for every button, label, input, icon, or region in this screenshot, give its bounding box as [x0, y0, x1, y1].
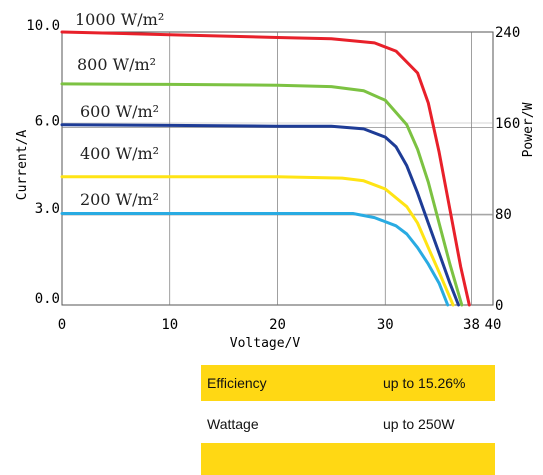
x-tick-label: 20: [269, 317, 286, 333]
x-tick-label: 10: [161, 317, 178, 333]
x-tick-label: 40: [485, 317, 502, 333]
y2-tick-label: 160: [495, 116, 520, 132]
spec-value: up to 250W: [383, 416, 455, 432]
series-lines: [60, 30, 471, 307]
y-tick-label: 3.0: [35, 201, 60, 217]
series-label: 1000 W/m²: [75, 10, 164, 29]
tick-labels: 0 10 20 30 38 40 0.0 3.0 6.0 10.0 0 80 160 240: [26, 18, 520, 333]
spec-key: Wattage: [207, 416, 259, 432]
series-line: [60, 82, 464, 307]
spec-row: [201, 443, 495, 475]
y-axis-title: Current/A: [15, 130, 30, 201]
y2-tick-label: 240: [495, 25, 520, 41]
x-tick-label: 0: [58, 317, 66, 333]
y-tick-label: 6.0: [35, 114, 60, 130]
y-tick-label: 0.0: [35, 291, 60, 307]
series-line: [60, 212, 450, 307]
spec-value: up to 15.26%: [383, 375, 466, 391]
x-tick-label: 30: [377, 317, 394, 333]
series-label: 800 W/m²: [77, 55, 156, 74]
series-line: [60, 123, 460, 307]
spec-key: Efficiency: [207, 375, 267, 391]
y-tick-label: 10.0: [26, 18, 60, 34]
series-label: 400 W/m²: [80, 144, 159, 163]
series-line: [60, 30, 471, 307]
iv-curve-chart: 1000 W/m² 800 W/m² 600 W/m² 400 W/m² 200 W/m…: [15, 10, 536, 350]
series-label: 200 W/m²: [80, 190, 159, 209]
series-label: 600 W/m²: [80, 102, 159, 121]
x-axis-title: Voltage/V: [230, 336, 301, 350]
series-labels: 1000 W/m² 800 W/m² 600 W/m² 400 W/m² 200 W/m…: [75, 10, 164, 209]
y2-axis-title: Power/W: [521, 102, 536, 157]
y2-tick-label: 80: [495, 207, 512, 223]
series-line: [60, 175, 455, 307]
x-tick-label: 38: [463, 317, 480, 333]
spec-row: Wattage up to 250W: [201, 405, 495, 443]
y2-tick-label: 0: [495, 298, 503, 314]
spec-row: Efficiency up to 15.26%: [201, 365, 495, 401]
